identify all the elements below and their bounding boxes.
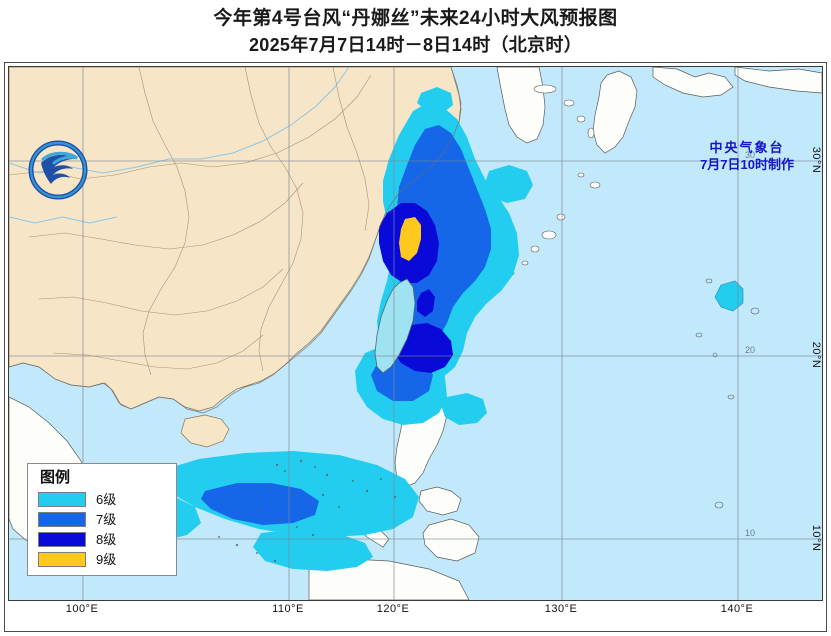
rivers [9, 67, 350, 224]
land-philippines-visayas [418, 486, 462, 516]
legend-label-level-7: 7级 [96, 512, 117, 527]
legend-item-level-6: 6级 [38, 490, 176, 509]
legend-item-level-7: 7级 [38, 510, 176, 529]
reef-islets [218, 459, 397, 563]
legend-label-level-6: 6级 [96, 492, 117, 507]
credit-block: 中央气象台 7月7日10时制作 [700, 139, 794, 173]
land-japan-shikoku [652, 67, 734, 98]
legend-label-level-9: 9级 [96, 552, 117, 567]
legend-item-level-9: 9级 [38, 550, 176, 569]
legend-swatch-level-8 [38, 532, 86, 547]
axis-label-lon-110e: 110°E [272, 603, 304, 615]
legend-swatch-level-9 [38, 552, 86, 567]
title-block: 今年第4号台风“丹娜丝”未来24小时大风预报图 2025年7月7日14时－8日1… [0, 6, 831, 58]
legend-box: 图例 6级 7级 8级 9级 [27, 463, 177, 576]
page-title: 今年第4号台风“丹娜丝”未来24小时大风预报图 [213, 8, 618, 29]
legend-swatch-level-6 [38, 492, 86, 507]
cma-logo-icon [28, 140, 88, 200]
land-korea [496, 67, 546, 144]
credit-timestamp: 7月7日10时制作 [700, 157, 794, 172]
land-taiwan [374, 278, 416, 374]
page-subtitle: 2025年7月7日14时－8日14时（北京时） [248, 35, 583, 55]
svg-text:20: 20 [745, 345, 755, 355]
credit-organization: 中央气象台 [709, 140, 785, 155]
wind-field-level-9 [399, 217, 421, 261]
legend-label-level-8: 8级 [96, 532, 117, 547]
coastline-overlay [9, 67, 462, 414]
axis-label-lon-100e: 100°E [65, 603, 99, 615]
axis-label-lat-30n: 30°N [810, 146, 822, 174]
axis-label-lon-130e: 130°E [544, 603, 578, 615]
svg-text:30: 30 [745, 150, 755, 160]
map-canvas[interactable]: 30 20 10 中央气象台 7月7日10时制作 审图号:GS (2019) 3… [8, 66, 823, 601]
axis-label-lon-140e: 140°E [720, 603, 754, 615]
axis-label-lat-10n: 10°N [810, 524, 822, 552]
land-japan-kyushu [592, 70, 638, 154]
land-hainan [180, 414, 230, 448]
graticule-inline-labels: 30 20 10 [745, 150, 755, 538]
legend-item-level-8: 8级 [38, 530, 176, 549]
land-japan-honshu [734, 67, 822, 94]
svg-text:10: 10 [745, 528, 755, 538]
axis-label-lon-120e: 120°E [376, 603, 410, 615]
legend-swatch-level-7 [38, 512, 86, 527]
axis-label-lat-20n: 20°N [810, 341, 822, 369]
legend-title: 图例 [40, 469, 71, 486]
